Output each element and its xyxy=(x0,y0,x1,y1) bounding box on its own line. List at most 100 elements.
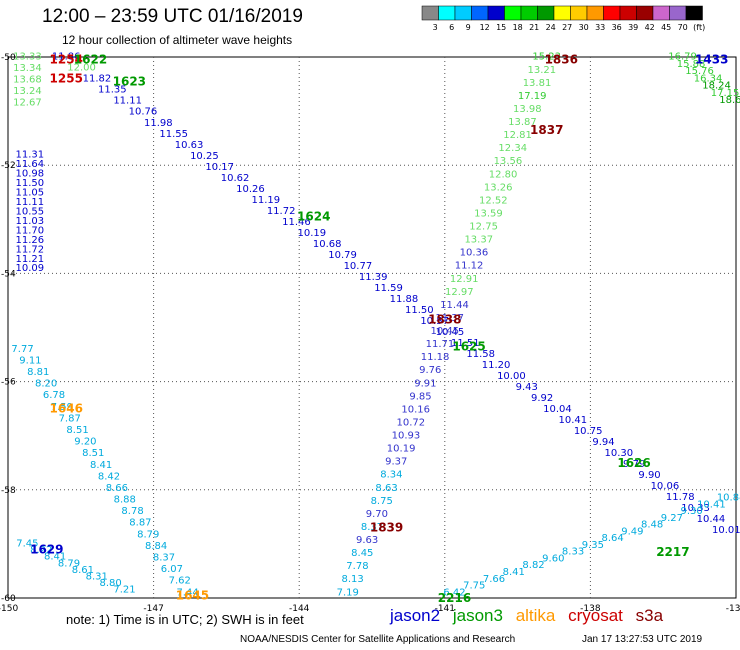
legend-swatch xyxy=(586,5,604,21)
swh-value: 9.60 xyxy=(542,553,564,564)
sat-altika: altika xyxy=(515,606,556,625)
legend-swatch xyxy=(487,5,505,21)
legend-swatch xyxy=(619,5,637,21)
swh-value: 11.44 xyxy=(440,300,469,311)
swh-value: 11.46 xyxy=(282,217,311,228)
swh-value: 9.91 xyxy=(414,378,436,389)
swh-value: 13.56 xyxy=(494,156,523,167)
swh-value: 10.30 xyxy=(605,448,634,459)
swh-value: 8.41 xyxy=(503,567,525,578)
x-tick-label: -141 xyxy=(435,604,455,614)
pass-time-label: 1254 xyxy=(50,53,83,67)
swh-value: 10.93 xyxy=(392,431,421,442)
swh-value: 9.11 xyxy=(19,355,41,366)
swh-value: 8.80 xyxy=(99,578,121,589)
swh-value: 9.30 xyxy=(680,506,702,517)
swh-value: 8.33 xyxy=(562,547,584,558)
swh-value: 13.26 xyxy=(484,182,513,193)
swh-value: 11.58 xyxy=(466,349,495,360)
swh-value: 8.45 xyxy=(351,548,373,559)
swh-value: 12.00 xyxy=(67,63,96,74)
swh-value: 11.03 xyxy=(16,216,45,227)
pass-time-label: 1624 xyxy=(297,210,330,224)
swh-value: 8.63 xyxy=(375,483,397,494)
swh-value: 11.82 xyxy=(83,74,112,85)
swh-value: 9.70 xyxy=(366,509,388,520)
legend-label: 30 xyxy=(579,23,589,32)
swh-value: 12.67 xyxy=(13,98,42,109)
pass-time-label: 1836 xyxy=(545,53,578,67)
legend-label: 24 xyxy=(546,23,556,32)
swh-value: 9.90 xyxy=(638,470,660,481)
swh-value: 11.70 xyxy=(16,225,45,236)
swh-value: 13.98 xyxy=(513,104,542,115)
swh-value: 8.79 xyxy=(137,529,159,540)
swh-value: 8.20 xyxy=(35,379,57,390)
swh-value: 11.50 xyxy=(405,305,434,316)
swh-value: 15.76 xyxy=(685,66,714,77)
swh-value: 7.59 xyxy=(51,402,73,413)
swh-value: 8.51 xyxy=(82,448,104,459)
swh-value: 6.42 xyxy=(443,587,465,598)
swh-value: 10.19 xyxy=(298,228,327,239)
pass-time-label: 1837 xyxy=(530,123,563,137)
credit-line: NOAA/NESDIS Center for Satellite Applica… xyxy=(240,634,516,645)
plot-frame xyxy=(7,56,737,599)
pass-time-label: 2217 xyxy=(656,545,689,559)
swh-value: 11.35 xyxy=(98,85,127,96)
y-tick-label: -50 xyxy=(1,53,16,63)
swh-value: 11.98 xyxy=(144,118,173,129)
legend-label: (ft) xyxy=(693,23,705,32)
swh-value: 8.79 xyxy=(58,558,80,569)
legend-label: 42 xyxy=(645,23,655,32)
swh-value: 8.37 xyxy=(153,553,175,564)
sat-s3a: s3a xyxy=(635,606,664,625)
y-tick-label: -54 xyxy=(1,269,16,279)
swh-value: 10.79 xyxy=(328,250,357,261)
swh-value: 10.26 xyxy=(236,184,265,195)
swh-value: 8.42 xyxy=(98,471,120,482)
swh-value: 6.07 xyxy=(161,564,183,575)
y-tick-label: -58 xyxy=(1,486,16,496)
swh-value: 11.39 xyxy=(359,272,388,283)
legend-label: 3 xyxy=(433,23,438,32)
swh-value: 8.84 xyxy=(145,541,167,552)
legend-label: 45 xyxy=(661,23,671,32)
swh-value: 13.24 xyxy=(13,86,42,97)
swh-value: 10.77 xyxy=(344,261,373,272)
swh-value: 13.37 xyxy=(464,235,493,246)
swh-value: 10.00 xyxy=(497,371,526,382)
swh-value: 9.94 xyxy=(592,437,614,448)
legend-swatch xyxy=(570,5,588,21)
legend-swatch xyxy=(603,5,621,21)
swh-value: 10.72 xyxy=(397,417,426,428)
swh-value: 8.87 xyxy=(129,518,151,529)
sat-jason2: jason2 xyxy=(390,606,441,625)
legend-swatch xyxy=(553,5,571,21)
swh-value: 13.81 xyxy=(523,78,552,89)
legend-label: 70 xyxy=(678,23,688,32)
swh-value: 10.45 xyxy=(430,326,459,337)
swh-value: 11.50 xyxy=(16,178,45,189)
swh-value: 13.34 xyxy=(13,63,42,74)
swh-value: 10.55 xyxy=(16,206,45,217)
x-tick-label: -135 xyxy=(726,604,740,614)
swh-value: 11.11 xyxy=(16,197,45,208)
swh-value: 8.22 xyxy=(30,545,52,556)
swh-value: 11.37 xyxy=(435,313,464,324)
swh-value: 12.91 xyxy=(450,274,479,285)
swh-value: 10.57 xyxy=(420,316,449,327)
legend-swatch xyxy=(438,5,456,21)
swh-value: 13.21 xyxy=(528,65,557,76)
swh-value: 11.31 xyxy=(16,150,45,161)
swh-value: 11.51 xyxy=(451,338,480,349)
swh-value: 11.72 xyxy=(267,206,296,217)
swh-value: 10.98 xyxy=(16,169,45,180)
swh-value: 9.20 xyxy=(74,437,96,448)
pass-time-label: 2216 xyxy=(438,591,471,605)
swh-value: 9.76 xyxy=(419,365,441,376)
swh-value: 12.81 xyxy=(503,130,532,141)
y-tick-label: -60 xyxy=(1,594,16,604)
